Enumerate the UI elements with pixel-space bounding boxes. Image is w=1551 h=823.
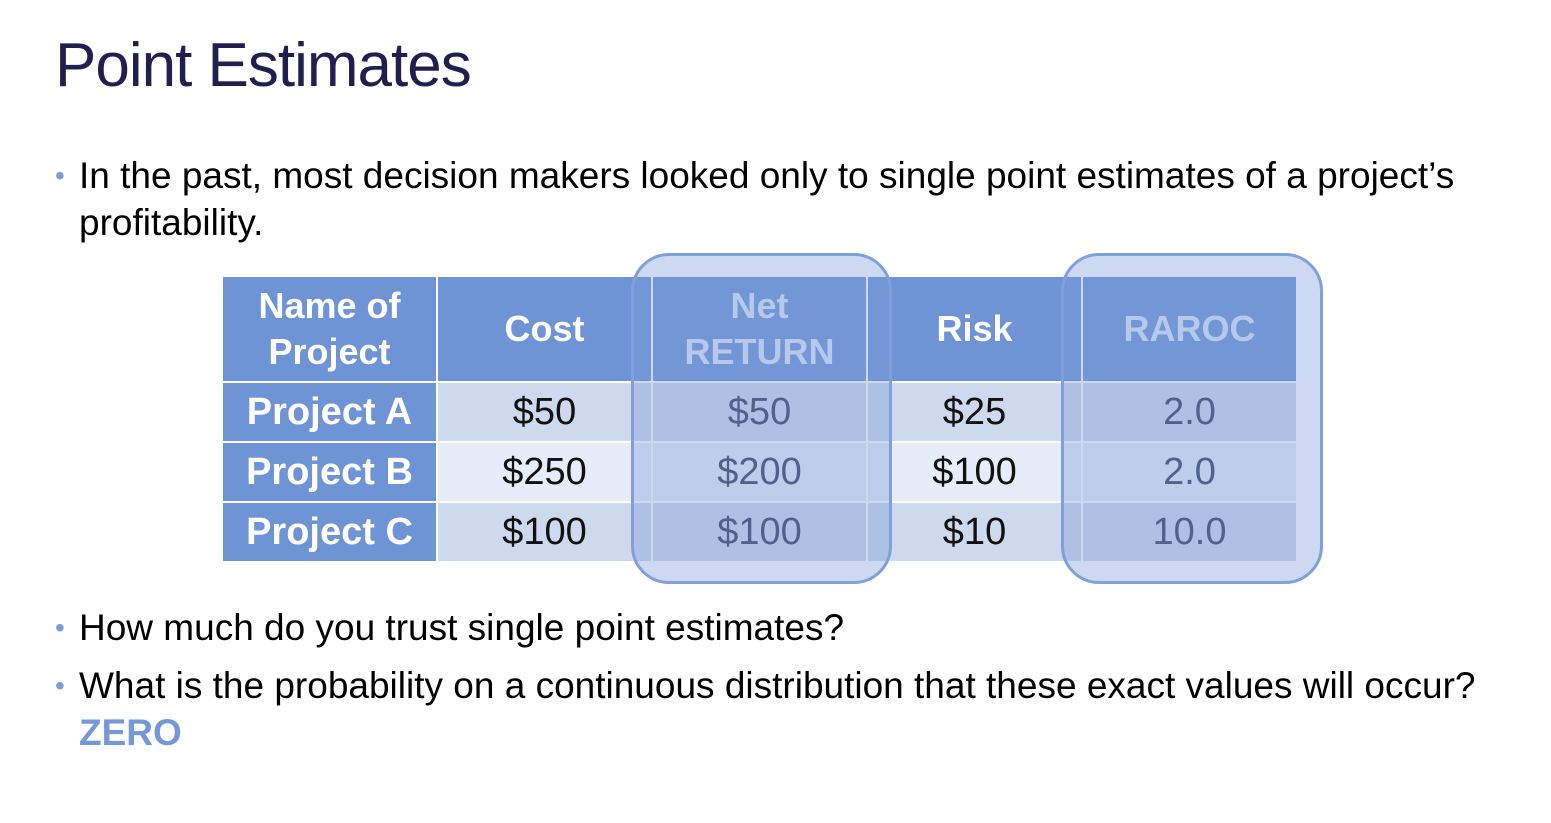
header-name-line1: Name of	[258, 285, 401, 326]
bullet-item: • How much do you trust single point est…	[55, 604, 1455, 654]
raroc-cell: 2.0	[1083, 443, 1296, 501]
table-header-row: Name of Project Cost Net RETURN Risk RAR…	[223, 277, 1296, 381]
cost-cell: $100	[438, 503, 651, 561]
header-name-of-project: Name of Project	[223, 277, 436, 381]
project-name-cell: Project A	[223, 383, 436, 441]
bullet-dot-icon: •	[55, 160, 65, 191]
bullet-item: • In the past, most decision makers look…	[55, 152, 1455, 252]
risk-cell: $100	[868, 443, 1081, 501]
bullet-dot-icon: •	[55, 670, 65, 701]
point-estimates-table-container: Name of Project Cost Net RETURN Risk RAR…	[221, 275, 1298, 563]
risk-cell: $10	[868, 503, 1081, 561]
header-net-line2: RETURN	[684, 331, 835, 372]
answer-zero: ZERO	[79, 712, 182, 753]
net-return-cell: $100	[653, 503, 866, 561]
header-raroc: RAROC	[1083, 277, 1296, 381]
header-net-return: Net RETURN	[653, 277, 866, 381]
raroc-cell: 2.0	[1083, 383, 1296, 441]
table-row: Project A $50 $50 $25 2.0	[223, 383, 1296, 441]
net-return-cell: $50	[653, 383, 866, 441]
header-cost: Cost	[438, 277, 651, 381]
header-risk: Risk	[868, 277, 1081, 381]
bullet-text: How much do you trust single point estim…	[79, 607, 845, 648]
risk-cell: $25	[868, 383, 1081, 441]
cost-cell: $250	[438, 443, 651, 501]
table-row: Project C $100 $100 $10 10.0	[223, 503, 1296, 561]
net-return-cell: $200	[653, 443, 866, 501]
project-name-cell: Project C	[223, 503, 436, 561]
slide-title: Point Estimates	[55, 31, 472, 100]
raroc-cell: 10.0	[1083, 503, 1296, 561]
bullet-text: In the past, most decision makers looked…	[79, 155, 1455, 243]
point-estimates-table: Name of Project Cost Net RETURN Risk RAR…	[221, 275, 1298, 563]
project-name-cell: Project B	[223, 443, 436, 501]
bullet-dot-icon: •	[55, 612, 65, 643]
bullet-text-with-answer: What is the probability on a continuous …	[79, 662, 1479, 756]
header-net-line1: Net	[730, 285, 789, 326]
bullet-item: • What is the probability on a continuou…	[55, 662, 1475, 762]
table-row: Project B $250 $200 $100 2.0	[223, 443, 1296, 501]
bullet-text: What is the probability on a continuous …	[79, 665, 1476, 706]
cost-cell: $50	[438, 383, 651, 441]
header-name-line2: Project	[268, 331, 391, 372]
